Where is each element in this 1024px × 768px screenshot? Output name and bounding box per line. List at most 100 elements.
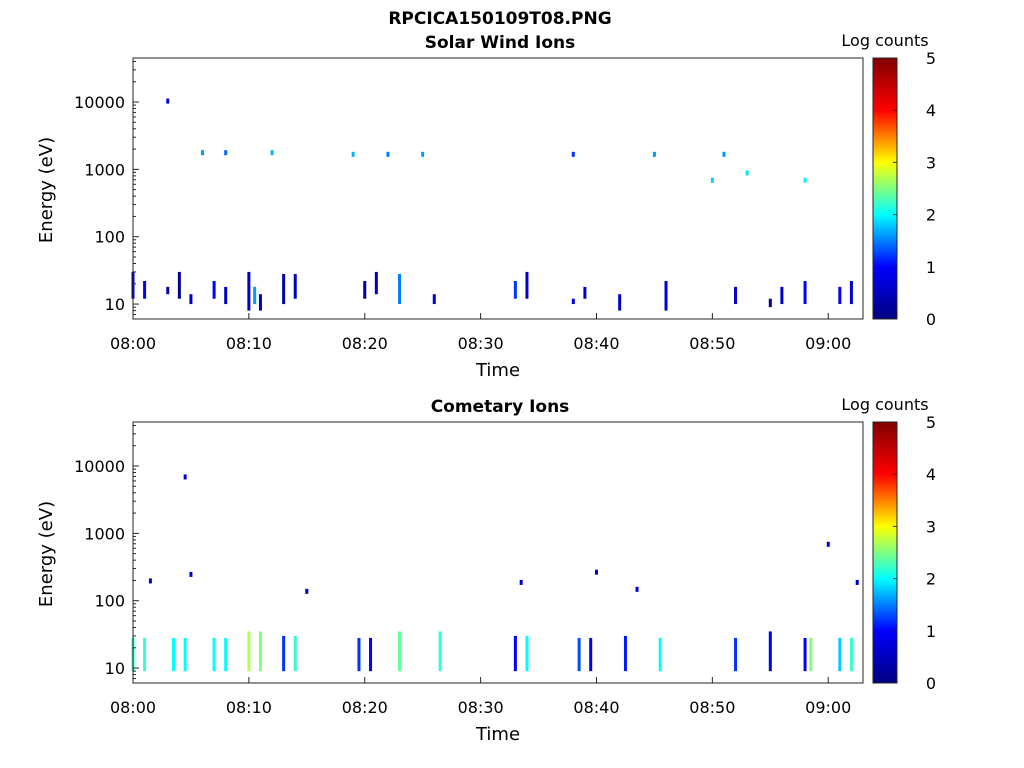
x-tick-label: 08:40 (573, 698, 619, 717)
y-axis-label-cometary: Energy (eV) (36, 501, 57, 607)
heatmap-cell (571, 151, 575, 157)
colorbar-tick-label: 4 (926, 101, 936, 120)
heatmap-burst (513, 280, 517, 299)
heatmap-cell (201, 150, 205, 156)
x-tick-label: 08:40 (573, 334, 619, 353)
heatmap-burst (734, 286, 738, 305)
x-tick-label: 08:50 (689, 698, 735, 717)
y-axis-label-solar-wind: Energy (eV) (36, 137, 57, 243)
heatmap-burst (583, 286, 587, 299)
y-ticks-solar-wind: 10 100 1000 10000 (74, 60, 139, 320)
solar-wind-panel: Solar Wind Ions Log counts Time Energy (… (36, 31, 936, 381)
heatmap-burst (525, 635, 529, 672)
heatmap-burst (849, 637, 853, 672)
y-tick-label: 10 (105, 659, 125, 678)
panel-title-solar-wind: Solar Wind Ions (425, 33, 576, 53)
heatmap-burst (398, 631, 402, 672)
heatmap-burst (282, 273, 286, 305)
x-ticks-solar-wind: 08:00 08:10 08:20 08:30 08:40 08:50 09:00 (110, 313, 851, 353)
heatmap-burst (369, 637, 373, 672)
x-tick-label: 08:20 (342, 698, 388, 717)
heatmap-cell (652, 151, 656, 157)
heatmap-burst (282, 635, 286, 672)
panel-title-cometary: Cometary Ions (431, 397, 570, 417)
heatmap-burst (623, 635, 627, 672)
x-tick-label: 08:30 (458, 698, 504, 717)
heatmap-burst (258, 294, 262, 311)
colorbar-tick-label: 5 (926, 49, 936, 68)
heatmap-burst (589, 637, 593, 672)
x-tick-label: 08:00 (110, 334, 156, 353)
heatmap-burst (780, 286, 784, 305)
colorbar-tick-label: 2 (926, 206, 936, 225)
heatmap-burst (664, 280, 668, 311)
x-tick-label: 08:50 (689, 334, 735, 353)
colorbar-tick-label: 2 (926, 570, 936, 589)
heatmap-cell (386, 151, 390, 157)
heatmap-burst (224, 286, 228, 305)
heatmap-cell (745, 170, 749, 176)
heatmap-burst (803, 637, 807, 672)
y-tick-label: 1000 (84, 160, 125, 179)
heatmap-burst (357, 637, 361, 672)
heatmap-burst (166, 286, 170, 295)
y-ticks-cometary: 10 100 1000 10000 (74, 424, 139, 684)
y-tick-label: 10 (105, 295, 125, 314)
x-tick-label: 08:10 (226, 698, 272, 717)
colorbar-tick-label: 1 (926, 622, 936, 641)
heatmap-burst (143, 637, 147, 672)
heatmap-burst (734, 637, 738, 672)
heatmap-cell (855, 579, 859, 585)
y-tick-label: 1000 (84, 524, 125, 543)
heatmap-cell (803, 177, 807, 183)
heatmap-cell (351, 151, 355, 157)
heatmap-burst (432, 294, 436, 305)
heatmap-cell (148, 578, 152, 584)
heatmap-plot-solar-wind (131, 57, 864, 320)
cometary-panel: Cometary Ions Log counts Time Energy (eV… (36, 395, 936, 745)
x-axis-label-solar-wind: Time (475, 360, 520, 381)
colorbar-tick-label: 3 (926, 153, 936, 172)
y-tick-label: 10000 (74, 93, 125, 112)
x-axis-label-cometary: Time (475, 724, 520, 745)
heatmap-burst (172, 637, 176, 672)
x-tick-label: 08:30 (458, 334, 504, 353)
heatmap-cell (189, 571, 193, 577)
heatmap-burst (189, 294, 193, 305)
colorbar-cometary: 0 1 2 3 4 5 (872, 413, 936, 693)
x-tick-label: 08:00 (110, 698, 156, 717)
heatmap-cell (519, 579, 523, 585)
heatmap-burst (247, 631, 251, 672)
colorbar-tick-label: 5 (926, 413, 936, 432)
heatmap-cell (710, 177, 714, 183)
heatmap-cell (305, 588, 309, 594)
colorbar-gradient (872, 421, 898, 684)
heatmap-burst (398, 273, 402, 305)
heatmap-burst (577, 637, 581, 672)
heatmap-burst (513, 635, 517, 672)
colorbar-gradient (872, 57, 898, 320)
heatmap-burst (293, 273, 297, 299)
heatmap-burst (571, 298, 575, 305)
heatmap-burst (618, 294, 622, 311)
heatmap-burst (768, 631, 772, 672)
colorbar-tick-label: 4 (926, 465, 936, 484)
heatmap-burst (803, 280, 807, 305)
heatmap-cell (224, 150, 228, 156)
colorbar-tick-label: 3 (926, 517, 936, 536)
x-tick-label: 09:00 (805, 698, 851, 717)
heatmap-burst (658, 637, 662, 672)
colorbar-tick-label: 0 (926, 674, 936, 693)
heatmap-burst (212, 637, 216, 672)
heatmap-burst (768, 298, 772, 308)
x-tick-label: 08:20 (342, 334, 388, 353)
y-tick-label: 10000 (74, 457, 125, 476)
y-tick-label: 100 (94, 228, 125, 247)
x-tick-label: 08:10 (226, 334, 272, 353)
figure-title: RPCICA150109T08.PNG (388, 9, 611, 29)
colorbar-solar-wind: 0 1 2 3 4 5 (872, 49, 936, 329)
x-tick-label: 09:00 (805, 334, 851, 353)
heatmap-burst (374, 271, 378, 295)
heatmap-cell (421, 151, 425, 157)
